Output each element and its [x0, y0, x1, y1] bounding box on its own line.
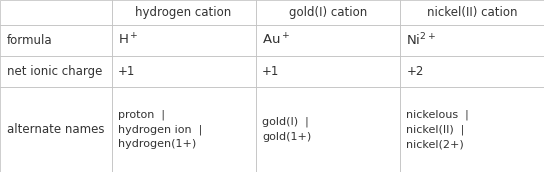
Bar	[0, 87, 112, 172]
Text: formula: formula	[7, 34, 52, 47]
Bar	[0, 25, 112, 56]
Text: net ionic charge: net ionic charge	[7, 65, 102, 78]
Text: gold(I) cation: gold(I) cation	[289, 6, 367, 19]
Text: $\mathrm{Au}^+$: $\mathrm{Au}^+$	[262, 33, 290, 48]
Bar	[256, 0, 400, 25]
Text: alternate names: alternate names	[7, 123, 104, 136]
Text: $\mathrm{Ni}^{2+}$: $\mathrm{Ni}^{2+}$	[406, 32, 436, 49]
Bar	[256, 56, 400, 87]
Bar	[400, 87, 544, 172]
Bar	[0, 0, 112, 25]
Bar	[112, 0, 256, 25]
Bar	[112, 25, 256, 56]
Text: +1: +1	[118, 65, 135, 78]
Bar	[0, 56, 112, 87]
Bar	[112, 56, 256, 87]
Bar	[256, 87, 400, 172]
Text: +2: +2	[406, 65, 424, 78]
Text: +1: +1	[262, 65, 280, 78]
Bar	[400, 0, 544, 25]
Bar	[256, 25, 400, 56]
Text: hydrogen cation: hydrogen cation	[135, 6, 232, 19]
Text: $\mathrm{H}^+$: $\mathrm{H}^+$	[118, 33, 139, 48]
Bar	[112, 87, 256, 172]
Bar	[400, 25, 544, 56]
Text: nickelous  |
nickel(II)  |
nickel(2+): nickelous | nickel(II) | nickel(2+)	[406, 110, 469, 149]
Bar	[400, 56, 544, 87]
Text: gold(I)  |
gold(1+): gold(I) | gold(1+)	[262, 117, 312, 142]
Text: nickel(II) cation: nickel(II) cation	[426, 6, 517, 19]
Text: proton  |
hydrogen ion  |
hydrogen(1+): proton | hydrogen ion | hydrogen(1+)	[118, 110, 202, 149]
